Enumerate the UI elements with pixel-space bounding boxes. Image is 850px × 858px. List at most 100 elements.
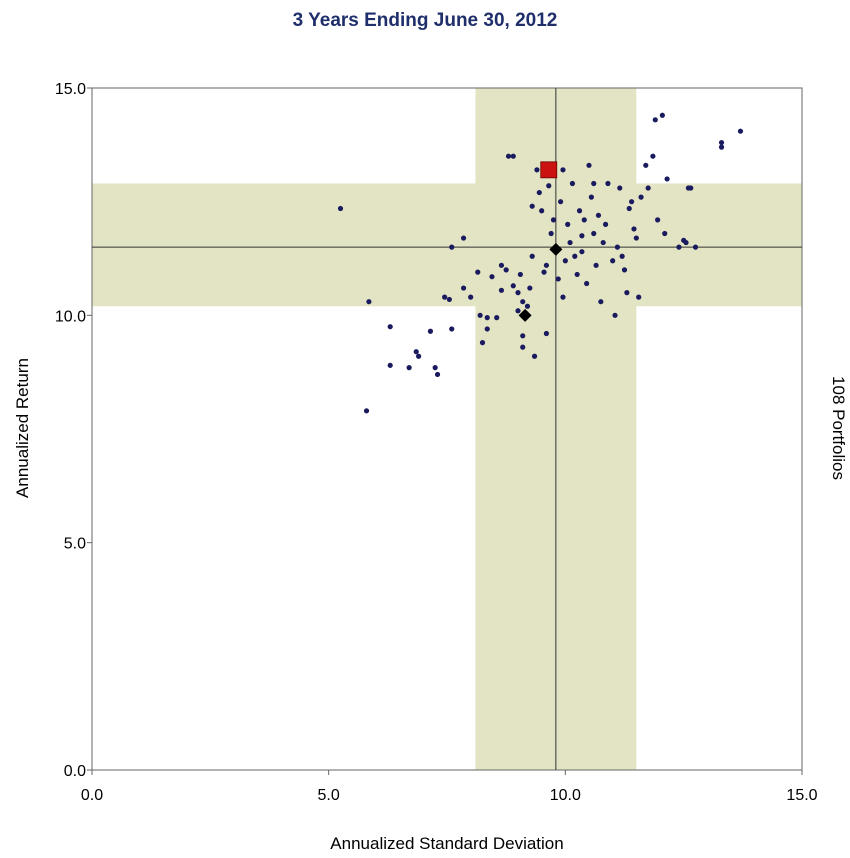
portfolio-point xyxy=(527,285,533,291)
portfolio-point xyxy=(515,308,521,314)
plot-area xyxy=(91,87,803,771)
portfolio-point xyxy=(638,194,644,200)
portfolio-point xyxy=(520,344,526,350)
x-axis-label: Annualized Standard Deviation xyxy=(330,834,563,853)
portfolio-point xyxy=(550,217,557,223)
portfolio-point xyxy=(387,362,393,368)
portfolio-point xyxy=(631,226,637,232)
portfolio-point xyxy=(427,328,434,334)
portfolio-points xyxy=(337,112,744,414)
tick-marks xyxy=(87,87,803,775)
portfolio-point xyxy=(595,212,602,218)
portfolio-point xyxy=(614,244,621,250)
portfolio-point xyxy=(449,326,455,332)
benchmark-diamond xyxy=(518,308,532,322)
portfolio-point xyxy=(598,299,604,305)
portfolio-point xyxy=(416,353,422,359)
portfolio-point xyxy=(406,365,412,371)
portfolio-point xyxy=(718,144,725,150)
portfolio-point xyxy=(586,162,592,168)
portfolio-point xyxy=(498,287,505,293)
y-tick-label: 15.0 xyxy=(55,81,86,98)
portfolio-point xyxy=(534,167,540,173)
portfolio-point xyxy=(692,244,699,250)
portfolio-point xyxy=(520,333,526,339)
portfolio-point xyxy=(579,249,585,255)
portfolio-point xyxy=(584,280,590,287)
portfolio-point xyxy=(600,239,606,246)
portfolio-point xyxy=(337,205,344,212)
portfolio-point xyxy=(633,235,639,241)
portfolio-point xyxy=(543,330,550,337)
portfolio-point xyxy=(688,185,694,191)
portfolio-point xyxy=(652,117,658,123)
portfolio-point xyxy=(498,262,505,268)
portfolio-point xyxy=(626,205,632,212)
portfolio-point xyxy=(477,312,483,318)
portfolio-point xyxy=(602,221,609,227)
portfolio-point xyxy=(484,326,490,332)
horizontal-band xyxy=(92,183,802,307)
portfolio-point xyxy=(565,221,571,227)
portfolio-point xyxy=(366,299,372,305)
portfolio-point xyxy=(591,230,597,237)
portfolio-point xyxy=(569,180,576,187)
portfolio-point xyxy=(605,180,611,187)
y-axis-label: Annualized Return xyxy=(13,358,32,498)
reference-lines xyxy=(92,88,802,770)
portfolio-point xyxy=(387,324,393,330)
portfolio-point xyxy=(576,208,583,214)
chart-title: 3 Years Ending June 30, 2012 xyxy=(293,10,558,31)
portfolio-point xyxy=(621,267,628,273)
benchmark-diamond xyxy=(549,242,563,256)
portfolio-point xyxy=(650,153,656,159)
portfolio-point xyxy=(442,294,448,300)
portfolio-point xyxy=(737,128,744,134)
portfolio-count-label: 108 Portfolios xyxy=(829,376,848,480)
portfolio-point xyxy=(503,267,509,273)
portfolio-point xyxy=(617,185,623,191)
portfolio-point xyxy=(510,283,516,289)
portfolio-point xyxy=(536,189,542,196)
portfolio-point xyxy=(645,185,651,191)
portfolio-point xyxy=(524,303,531,309)
portfolio-point xyxy=(517,271,523,278)
x-tick-label: 10.0 xyxy=(550,787,581,804)
portfolio-point xyxy=(560,167,566,173)
portfolio-point xyxy=(520,299,526,305)
portfolio-point xyxy=(529,203,535,209)
portfolio-point xyxy=(434,371,441,378)
portfolio-point xyxy=(494,315,500,321)
portfolio-point xyxy=(543,262,550,268)
portfolio-point xyxy=(479,340,486,346)
portfolio-point xyxy=(574,271,580,278)
portfolio-point xyxy=(505,153,512,159)
portfolio-point xyxy=(581,217,587,223)
portfolio-point xyxy=(579,233,585,239)
portfolio-point xyxy=(636,294,642,300)
portfolio-point xyxy=(619,253,625,259)
portfolio-point xyxy=(529,253,535,259)
portfolio-point xyxy=(624,290,630,296)
highlight-bands xyxy=(92,88,802,770)
portfolio-point xyxy=(655,217,661,223)
x-tick-label: 5.0 xyxy=(318,787,340,804)
portfolio-point xyxy=(572,253,578,259)
portfolio-point xyxy=(539,208,545,214)
portfolio-point xyxy=(489,274,495,280)
portfolio-point xyxy=(664,176,670,182)
portfolio-point xyxy=(562,258,568,264)
portfolio-point xyxy=(676,244,682,250)
portfolio-point xyxy=(468,294,474,300)
portfolio-point xyxy=(484,315,490,321)
portfolio-point xyxy=(610,258,616,264)
portfolio-point xyxy=(460,235,467,241)
portfolio-point xyxy=(555,276,561,282)
portfolio-point xyxy=(413,349,419,355)
portfolio-point xyxy=(643,162,649,168)
y-tick-label: 0.0 xyxy=(64,763,86,780)
tick-labels: 0.0 5.0 10.0 15.0 0.0 5.0 10.0 15.0 xyxy=(55,81,818,804)
portfolio-point xyxy=(449,244,455,250)
x-tick-label: 15.0 xyxy=(786,787,817,804)
